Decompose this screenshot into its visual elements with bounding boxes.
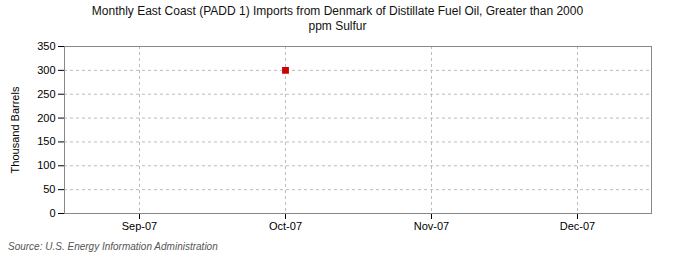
svg-text:200: 200: [37, 112, 55, 124]
svg-text:150: 150: [37, 135, 55, 147]
html-text:Monthly East Coast (PADD 1) Im: Monthly East Coast (PADD 1) Imports from…: [91, 4, 584, 33]
html-text:Source: U.S. Energy Informatio: Source: U.S. Energy Information Administ…: [8, 241, 218, 252]
svg-text:350: 350: [37, 40, 55, 52]
svg-text:Dec-07: Dec-07: [560, 220, 595, 232]
svg-text:Thousand Barrels: Thousand Barrels: [9, 86, 21, 173]
svg-text:Sep-07: Sep-07: [122, 220, 157, 232]
svg-text:50: 50: [43, 183, 55, 195]
svg-text:0: 0: [49, 207, 55, 219]
svg-text:Nov-07: Nov-07: [414, 220, 449, 232]
svg-text:300: 300: [37, 64, 55, 76]
svg-text:Oct-07: Oct-07: [269, 220, 302, 232]
svg-text:100: 100: [37, 159, 55, 171]
svg-text:250: 250: [37, 88, 55, 100]
